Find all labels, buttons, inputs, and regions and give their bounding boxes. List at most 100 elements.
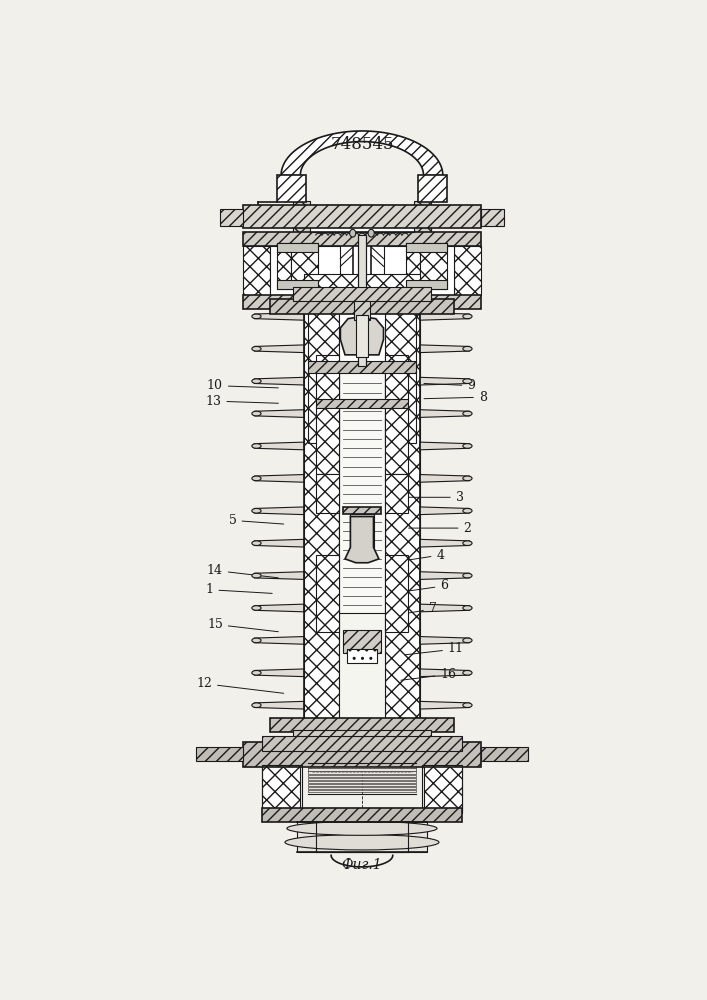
Bar — [358, 235, 366, 366]
Polygon shape — [254, 377, 304, 385]
Polygon shape — [254, 475, 304, 482]
Text: 2: 2 — [409, 522, 472, 535]
Bar — [308, 305, 339, 363]
Polygon shape — [420, 312, 469, 320]
Ellipse shape — [252, 703, 261, 708]
Bar — [316, 821, 408, 852]
Bar — [356, 315, 368, 357]
Bar — [293, 201, 310, 255]
Polygon shape — [254, 701, 304, 709]
Bar — [308, 790, 416, 792]
Polygon shape — [254, 539, 304, 547]
Bar — [385, 305, 420, 722]
Bar — [385, 370, 416, 443]
Bar — [422, 765, 462, 813]
Bar — [308, 768, 416, 771]
Bar — [269, 299, 455, 314]
Bar — [420, 243, 447, 289]
Bar — [316, 555, 339, 632]
Bar — [293, 287, 431, 301]
Polygon shape — [281, 131, 443, 175]
Polygon shape — [345, 517, 379, 563]
Text: 11: 11 — [404, 642, 464, 655]
Ellipse shape — [463, 444, 472, 448]
Text: 748545: 748545 — [330, 136, 394, 153]
Polygon shape — [254, 442, 304, 450]
Polygon shape — [254, 572, 304, 579]
Ellipse shape — [368, 229, 374, 237]
Bar — [243, 205, 481, 228]
Ellipse shape — [252, 541, 261, 545]
Ellipse shape — [463, 606, 472, 610]
Polygon shape — [254, 410, 304, 417]
Text: 15: 15 — [207, 618, 279, 632]
Polygon shape — [254, 345, 304, 353]
Polygon shape — [254, 604, 304, 612]
Text: 8: 8 — [424, 391, 487, 404]
Ellipse shape — [252, 346, 261, 351]
Polygon shape — [420, 637, 469, 644]
Ellipse shape — [463, 670, 472, 675]
Bar — [277, 280, 318, 289]
Bar — [262, 736, 462, 751]
Ellipse shape — [252, 670, 261, 675]
Text: 14: 14 — [207, 564, 279, 578]
Bar — [308, 787, 416, 789]
Bar — [262, 765, 302, 813]
Text: 3: 3 — [409, 491, 464, 504]
Bar — [346, 649, 378, 663]
Bar — [340, 232, 383, 295]
Ellipse shape — [350, 229, 356, 237]
Polygon shape — [420, 669, 469, 677]
Ellipse shape — [463, 411, 472, 416]
Bar — [339, 305, 385, 363]
Bar — [308, 765, 416, 768]
Polygon shape — [254, 637, 304, 644]
Bar — [406, 243, 420, 289]
Ellipse shape — [463, 638, 472, 643]
Bar — [243, 232, 481, 246]
Bar — [316, 474, 339, 513]
Bar — [296, 821, 428, 852]
Bar — [304, 305, 339, 722]
Ellipse shape — [252, 573, 261, 578]
Bar — [277, 175, 305, 202]
Bar — [310, 205, 414, 251]
Bar — [455, 246, 481, 295]
Bar — [308, 781, 416, 783]
Text: 13: 13 — [205, 395, 279, 408]
Polygon shape — [420, 475, 469, 482]
Bar — [308, 771, 416, 774]
Bar — [291, 243, 318, 289]
Bar — [358, 305, 366, 328]
Polygon shape — [420, 345, 469, 353]
Ellipse shape — [463, 346, 472, 351]
Bar — [308, 784, 416, 786]
Bar — [277, 243, 291, 289]
Bar — [293, 730, 431, 744]
Bar — [262, 763, 300, 813]
Bar — [197, 747, 243, 761]
Polygon shape — [254, 507, 304, 515]
Bar — [308, 361, 416, 373]
Ellipse shape — [463, 541, 472, 545]
Bar — [316, 405, 339, 474]
Ellipse shape — [252, 508, 261, 513]
Bar — [406, 243, 447, 252]
Bar — [339, 366, 385, 613]
Bar — [481, 209, 504, 226]
Bar — [385, 474, 408, 513]
Bar — [385, 355, 408, 401]
Bar — [385, 555, 408, 632]
Text: 16: 16 — [401, 668, 456, 681]
Bar — [385, 405, 408, 474]
Ellipse shape — [463, 573, 472, 578]
Text: 12: 12 — [196, 677, 284, 693]
Text: Фиг.1: Фиг.1 — [341, 858, 382, 872]
Ellipse shape — [252, 411, 261, 416]
Bar — [219, 209, 243, 226]
Ellipse shape — [252, 314, 261, 319]
Ellipse shape — [287, 821, 437, 835]
Text: 6: 6 — [393, 579, 448, 593]
Text: 9: 9 — [424, 379, 475, 392]
